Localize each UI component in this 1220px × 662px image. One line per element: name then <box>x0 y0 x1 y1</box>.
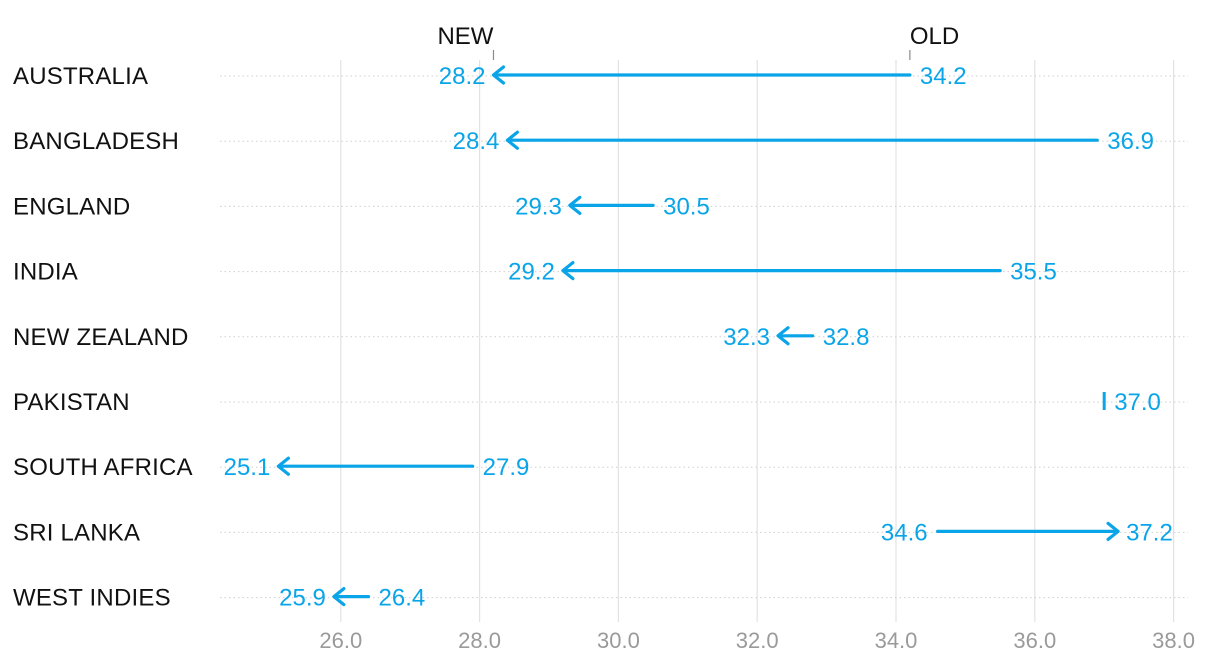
new-marker-label: NEW <box>437 23 493 50</box>
x-tick-label: 34.0 <box>875 628 918 653</box>
x-tick-label: 32.0 <box>736 628 779 653</box>
old-value-label: 26.4 <box>379 585 426 612</box>
x-tick-label: 38.0 <box>1152 628 1195 653</box>
new-old-markers: NEW OLD <box>437 23 959 60</box>
new-value-label: 37.2 <box>1126 519 1173 546</box>
x-tick-label: 26.0 <box>319 628 362 653</box>
new-value-label: 28.2 <box>439 63 486 90</box>
category-label: BANGLADESH <box>13 128 179 155</box>
row-guides <box>220 75 1188 599</box>
old-value-label: 36.9 <box>1107 128 1154 155</box>
category-label: PAKISTAN <box>13 389 130 416</box>
old-value-label: 34.2 <box>920 63 967 90</box>
category-label: ENGLAND <box>13 193 130 220</box>
old-value-label: 34.6 <box>881 519 928 546</box>
category-label: INDIA <box>13 259 78 286</box>
value-label: 37.0 <box>1114 389 1161 416</box>
grid-lines <box>340 60 1175 622</box>
category-label: SRI LANKA <box>13 519 140 546</box>
new-value-label: 29.2 <box>508 259 555 286</box>
arrow-head <box>505 130 519 150</box>
category-label: SOUTH AFRICA <box>13 454 193 481</box>
new-value-label: 25.9 <box>279 585 326 612</box>
category-label: WEST INDIES <box>13 585 171 612</box>
arrow-head <box>568 195 582 215</box>
new-value-label: 28.4 <box>453 128 500 155</box>
arrow-head <box>561 261 575 281</box>
category-label: NEW ZEALAND <box>13 324 189 351</box>
x-axis-ticks: 26.0 28.0 30.0 32.0 34.0 36.0 38.0 <box>319 628 1195 653</box>
x-tick-label: 30.0 <box>597 628 640 653</box>
old-value-label: 35.5 <box>1010 259 1057 286</box>
old-marker-label: OLD <box>910 23 959 50</box>
old-value-label: 32.8 <box>823 324 870 351</box>
arrow-head <box>491 65 506 85</box>
category-labels: AUSTRALIA BANGLADESH ENGLAND INDIA NEW ZEALA… <box>13 63 193 612</box>
arrow-head <box>332 586 346 607</box>
old-value-label: 30.5 <box>663 193 710 220</box>
new-value-label: 29.3 <box>515 193 562 220</box>
arrow-head <box>1106 521 1120 542</box>
category-label: AUSTRALIA <box>13 63 148 90</box>
x-tick-label: 28.0 <box>458 628 501 653</box>
arrow-head <box>776 326 790 346</box>
new-value-label: 25.1 <box>224 454 271 481</box>
arrows: 28.2 34.2 28.4 36.9 29.3 30.5 29.2 35.5 32.3 32.8… <box>224 63 1173 612</box>
new-value-label: 32.3 <box>723 324 770 351</box>
arrow-head <box>276 456 290 476</box>
old-value-label: 27.9 <box>483 454 530 481</box>
x-tick-label: 36.0 <box>1013 628 1056 653</box>
